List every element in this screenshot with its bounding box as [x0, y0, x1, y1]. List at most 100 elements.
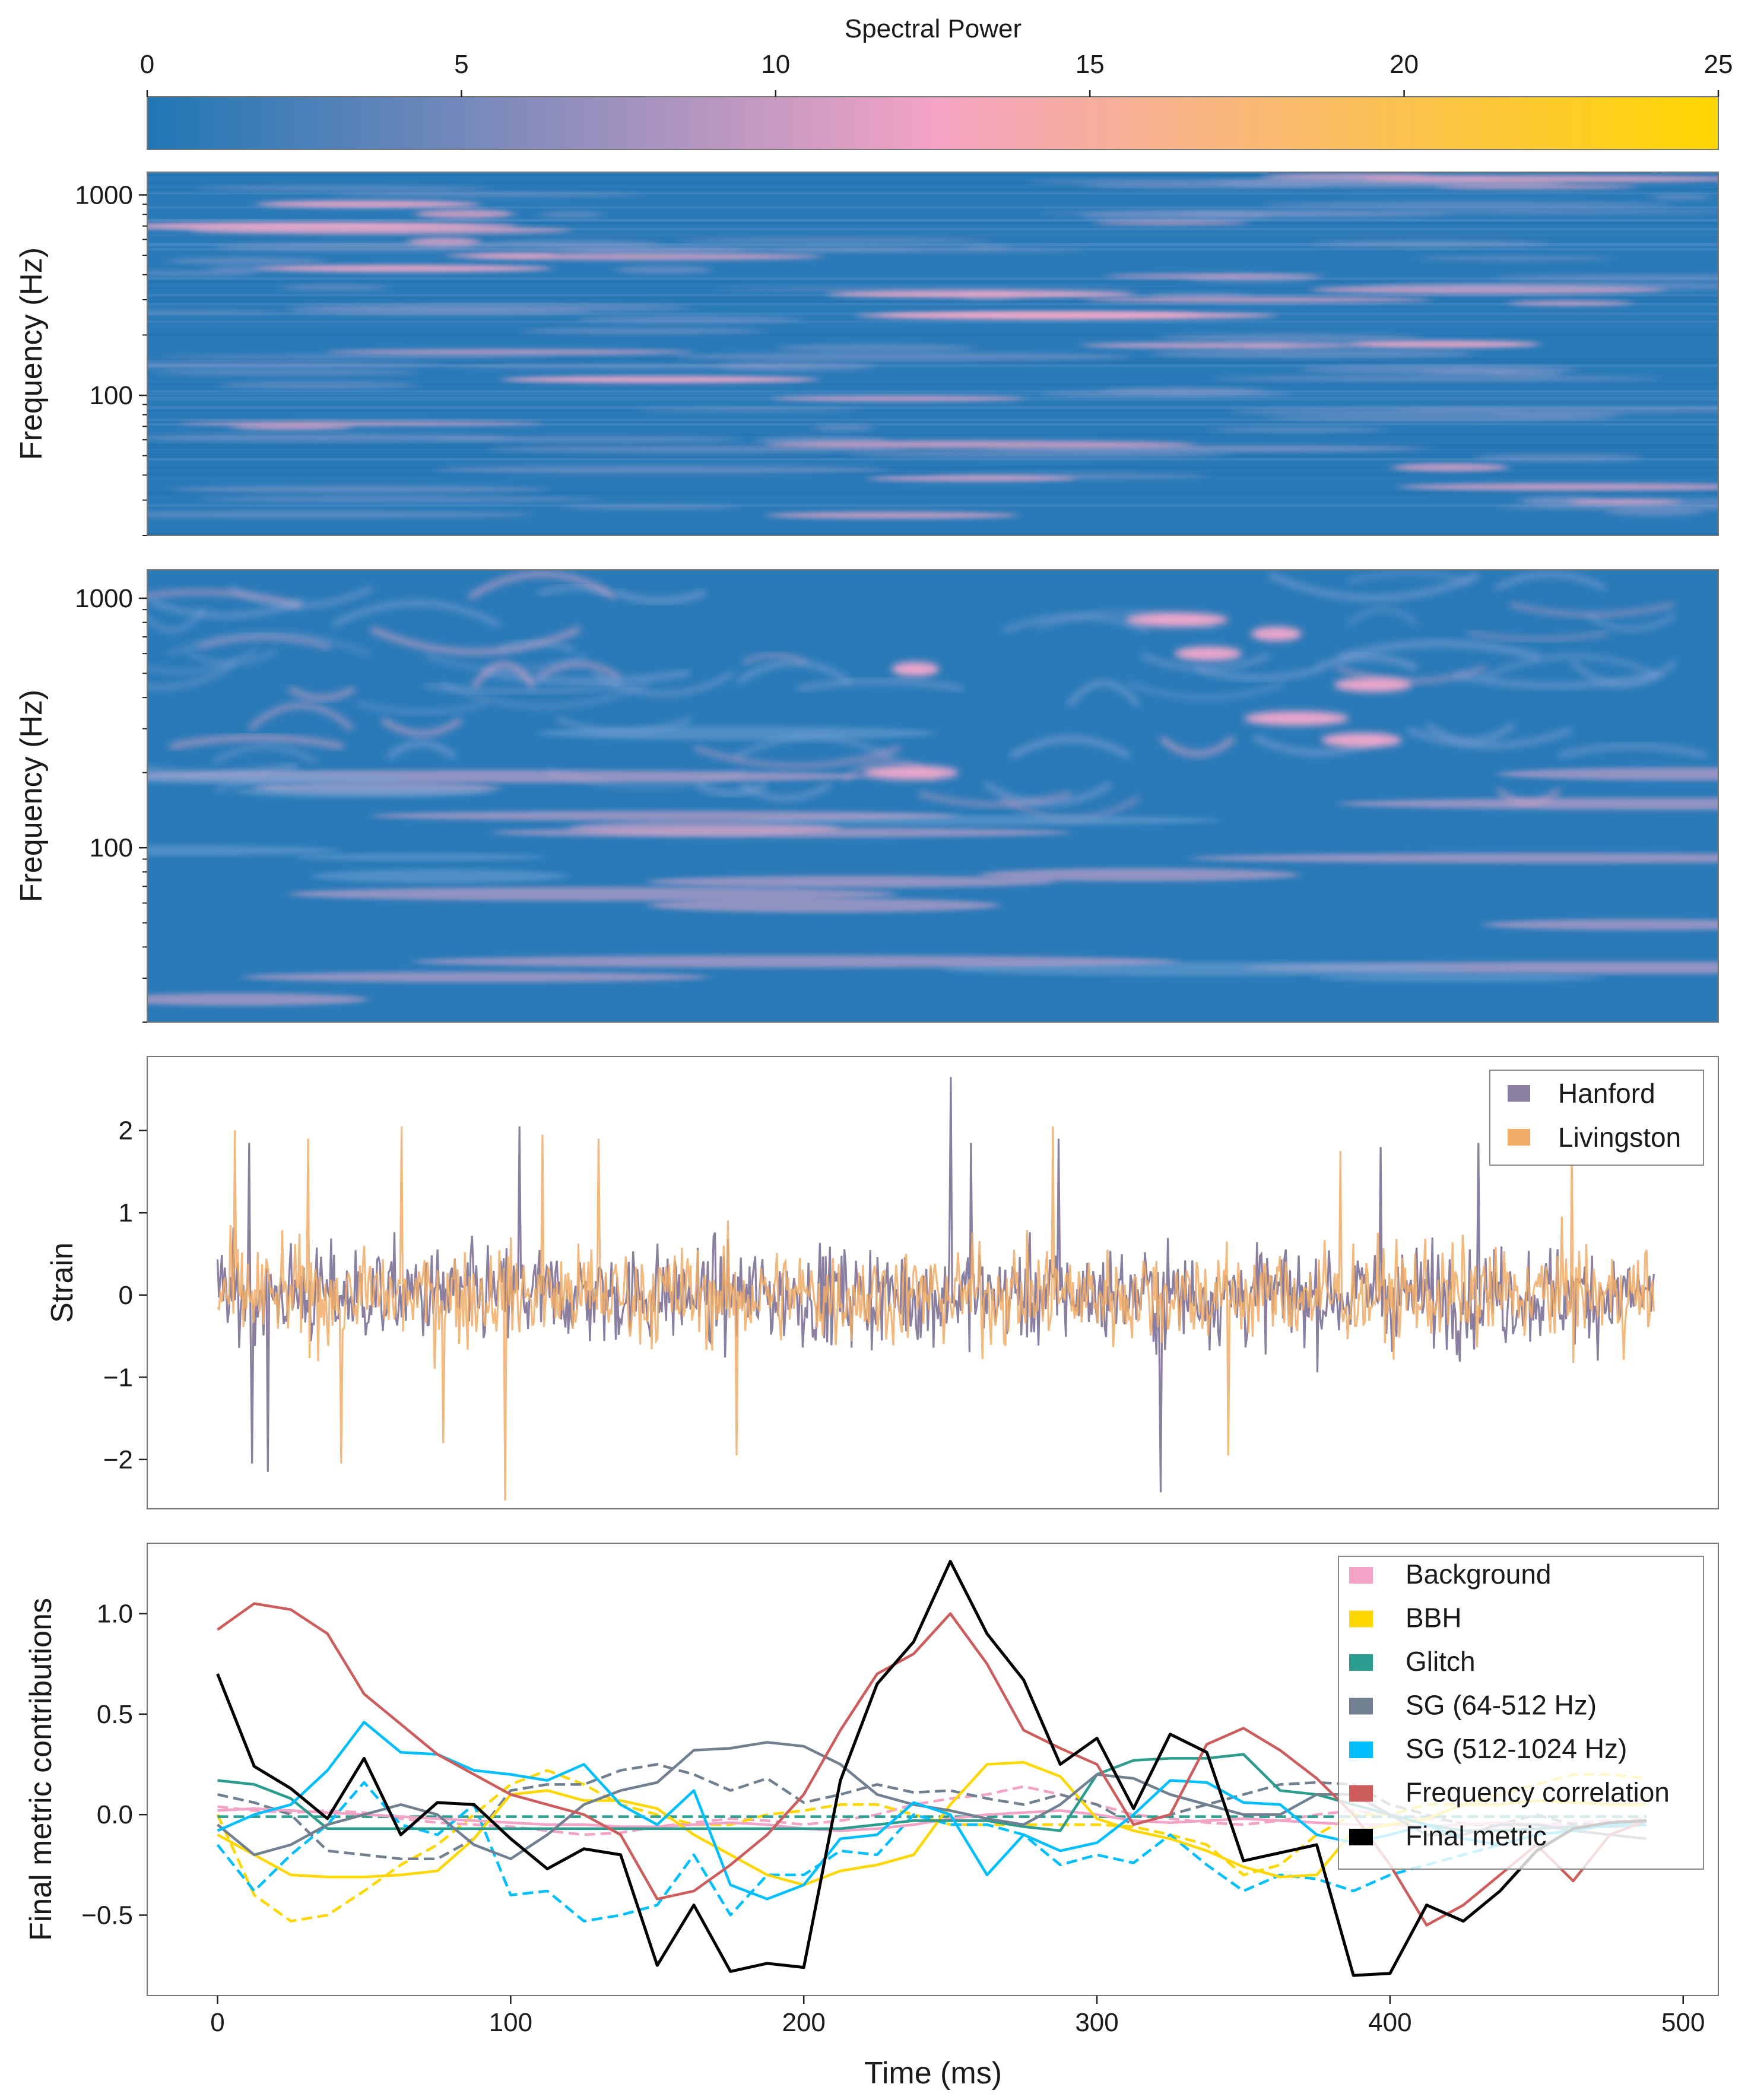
spectrogram-1: 100 1000 Frequency (Hz) [14, 172, 1719, 536]
spectrogram-2-streak [979, 868, 1299, 881]
spectrogram-1-streak [677, 237, 991, 243]
spectrogram-2-arc [468, 571, 617, 600]
spectrogram-1-band [147, 418, 1718, 421]
spectrogram-1-band [147, 219, 1718, 221]
spectrogram-2-arc [213, 744, 317, 763]
spectrogram-1-streak [214, 243, 499, 252]
spectrogram-2-arc [1141, 653, 1271, 671]
spectrogram-1-streak [1363, 282, 1718, 291]
metric-legend-label: Glitch [1406, 1646, 1476, 1677]
metric-legend-swatch [1349, 1698, 1373, 1715]
spectrogram-1-band [147, 383, 1718, 385]
spectrogram-2-arc [1483, 654, 1664, 679]
spectrogram-1-streak [1507, 300, 1633, 306]
spectrogram-1-streak [1148, 292, 1251, 299]
spectrogram-2-arc [739, 782, 832, 801]
spectrogram-1-band [147, 532, 1718, 534]
spectrogram-2-arc [197, 635, 331, 649]
spectrogram-1-band [147, 243, 1718, 245]
spectrogram-1-frame [147, 172, 1719, 536]
spectrogram-1-streak [1092, 220, 1250, 225]
spectrogram-1-streak [218, 381, 420, 389]
spectrogram-2-tick-label: 1000 [75, 584, 133, 613]
metric-legend-label: Final metric [1406, 1820, 1547, 1851]
spectrogram-2-arc [1315, 654, 1418, 671]
spectrogram-1-hotspot [500, 376, 819, 383]
metric-ytick-label: 0.0 [97, 1800, 133, 1829]
spectrogram-1-streak [766, 512, 1019, 519]
spectrogram-2-streak [648, 898, 1000, 913]
spectrogram-2-arc [1336, 665, 1487, 683]
spectrogram-2-arc [1495, 572, 1606, 591]
spectrogram-2-arc [386, 740, 456, 760]
spectrogram-1-band [147, 472, 1718, 475]
spectrogram-2-arc [1570, 659, 1677, 687]
spectrogram-2-arc [736, 660, 851, 684]
spectrogram-2-arc [497, 640, 575, 653]
spectrogram-2: 100 1000 Frequency (Hz) [14, 569, 1719, 1023]
spectrogram-1-streak [715, 361, 875, 371]
spectrogram-2-streak [294, 853, 546, 861]
spectrogram-1-band [147, 390, 1718, 393]
metric-ytick-label: 0.5 [97, 1700, 133, 1729]
spectrogram-1-streak [1229, 408, 1526, 415]
spectrogram-1-hotspot [255, 265, 553, 272]
spectrogram-2-arc [426, 654, 588, 671]
spectrogram-1-streak [159, 354, 557, 359]
spectrogram-2-arc [440, 681, 649, 708]
metric-xtick-label: 200 [782, 2008, 825, 2037]
metric-plot: −0.5 0.0 0.5 1.0 0 100 200 300 400 500 Final met… [24, 1543, 1719, 2091]
strain-yticks: −2 −1 0 1 2 [103, 1116, 147, 1474]
spectrogram-1-streak [486, 445, 906, 453]
spectrogram-2-streak [147, 992, 369, 1006]
spectrogram-1-streak [1083, 343, 1357, 348]
metric-legend-label: Frequency correlation [1406, 1777, 1670, 1808]
spectrogram-1-streak [230, 424, 353, 430]
metric-legend-label: BBH [1406, 1603, 1462, 1633]
spectrogram-2-arc [1338, 640, 1541, 661]
metric-yticks: −0.5 0.0 0.5 1.0 [81, 1600, 147, 1930]
spectrogram-1-streak [468, 253, 823, 261]
spectrogram-2-hotspot [1334, 677, 1412, 692]
spectrogram-2-streak [147, 772, 411, 785]
spectrogram-1-streak [1382, 209, 1718, 214]
spectrogram-2-arc [471, 661, 537, 689]
metric-xtick-label: 400 [1368, 2008, 1411, 2037]
spectrogram-1-band [147, 491, 1718, 493]
spectrogram-1-streak [522, 328, 766, 335]
spectrogram-1-streak [147, 310, 286, 315]
spectrogram-2-arc [148, 599, 303, 618]
spectrogram-1-band [147, 466, 1718, 469]
spectrogram-1-streak [556, 247, 747, 253]
spectrogram-2-arc [1010, 735, 1131, 759]
spectrogram-2-arc [1425, 722, 1516, 744]
spectrogram-2-arc [1586, 613, 1676, 631]
metric-xtick-label: 500 [1661, 2008, 1705, 2037]
spectrogram-1-band [147, 361, 1718, 363]
spectrogram-1-band [147, 222, 1718, 224]
spectrogram-1-streak [1027, 179, 1268, 185]
spectrogram-1-band [147, 492, 1718, 494]
spectrogram-1-streak [1489, 411, 1626, 417]
spectrogram-2-arc [1347, 571, 1471, 584]
spectrogram-1-band [147, 300, 1718, 303]
metric-legend-label: Background [1406, 1559, 1552, 1590]
spectrogram-2-streak [491, 827, 1071, 838]
spectrogram-1-streak [1083, 297, 1432, 303]
spectrogram-1-band [147, 410, 1718, 411]
metric-legend-swatch [1349, 1610, 1373, 1628]
spectrogram-2-arc [168, 632, 370, 655]
colorbar-gradient [147, 96, 1719, 150]
spectrogram-2-arc [1558, 743, 1707, 759]
spectrogram-2-hotspot [1175, 646, 1242, 661]
spectrogram-2-ylabel: Frequency (Hz) [14, 690, 49, 902]
spectrogram-1-streak [171, 486, 548, 494]
spectrogram-1-band [147, 297, 1718, 299]
spectrogram-2-streak [312, 869, 569, 883]
spectrogram-1-band [147, 320, 1718, 323]
strain-tick-label: −2 [103, 1445, 133, 1474]
spectrogram-1-streak [325, 349, 694, 355]
spectrogram-2-arc [592, 671, 735, 696]
colorbar-tick-label: 10 [761, 50, 790, 79]
metric-series-sg-64-512-hz-dashed [217, 1763, 1647, 1860]
